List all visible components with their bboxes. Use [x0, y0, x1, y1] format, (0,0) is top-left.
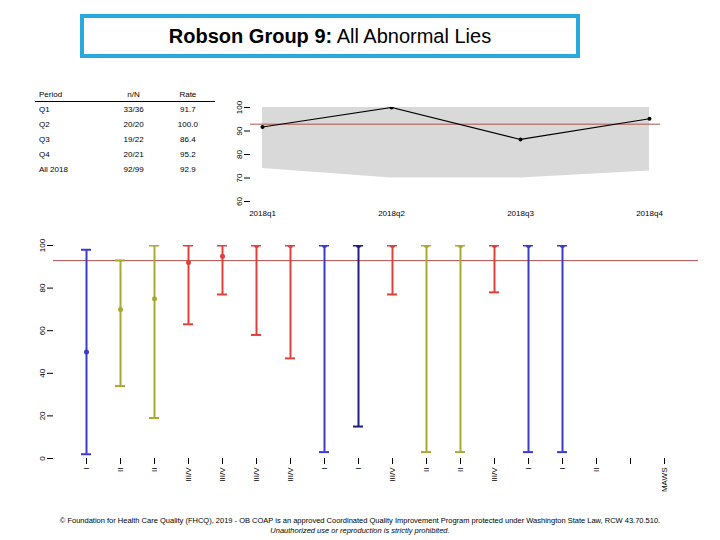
svg-text:II: II: [592, 468, 601, 472]
svg-text:60: 60: [38, 326, 47, 335]
svg-text:2018q1: 2018q1: [249, 209, 276, 218]
svg-text:90: 90: [235, 126, 244, 135]
svg-text:I: I: [524, 468, 533, 470]
svg-text:40: 40: [38, 368, 47, 377]
html-text:92.9: 92.9: [180, 165, 196, 174]
svg-text:II: II: [150, 468, 159, 472]
html-text:Unauthorized use or reproducti: Unauthorized use or reproduction is stri…: [270, 526, 450, 535]
svg-text:2018q2: 2018q2: [378, 209, 405, 218]
svg-text:0: 0: [38, 456, 47, 461]
svg-text:80: 80: [38, 283, 47, 292]
html-text:92/99: 92/99: [123, 165, 144, 174]
svg-text:II: II: [422, 468, 431, 472]
svg-text:100: 100: [38, 238, 47, 252]
html-text:100.0: 100.0: [177, 120, 198, 129]
svg-text:III/V: III/V: [490, 467, 499, 482]
svg-text:III/V: III/V: [184, 467, 193, 482]
html-text:Q4: Q4: [39, 150, 50, 159]
html-text:95.2: 95.2: [180, 150, 196, 159]
svg-text:100: 100: [235, 100, 244, 114]
svg-text:II: II: [456, 468, 465, 472]
html-text:Q3: Q3: [39, 135, 50, 144]
html-text:33/36: 33/36: [123, 105, 144, 114]
html-text:n/N: n/N: [127, 90, 140, 99]
svg-text:I: I: [320, 468, 329, 470]
svg-text:I: I: [354, 468, 363, 470]
html-text:All 2018: All 2018: [39, 165, 68, 174]
html-text:Rate: Rate: [179, 90, 197, 99]
svg-text:2018q4: 2018q4: [636, 209, 663, 218]
svg-text:MAWS: MAWS: [660, 468, 669, 493]
svg-text:80: 80: [235, 150, 244, 159]
html-text:91.7: 91.7: [180, 105, 196, 114]
svg-text:III/V: III/V: [218, 467, 227, 482]
svg-text:60: 60: [235, 197, 244, 206]
html-text:20/21: 20/21: [123, 150, 144, 159]
html-text:86.4: 86.4: [180, 135, 196, 144]
svg-text:I: I: [558, 468, 567, 470]
svg-text:III/V: III/V: [388, 467, 397, 482]
svg-text:2018q3: 2018q3: [507, 209, 534, 218]
html-text:19/22: 19/22: [123, 135, 144, 144]
svg-text:III/V: III/V: [252, 467, 261, 482]
svg-text:III/V: III/V: [286, 467, 295, 482]
svg-text:70: 70: [235, 173, 244, 182]
html-text:Q2: Q2: [39, 120, 50, 129]
svg-text:I: I: [82, 468, 91, 470]
html-text:Q1: Q1: [39, 105, 50, 114]
svg-text:20: 20: [38, 411, 47, 420]
html-text:20/20: 20/20: [123, 120, 144, 129]
html-text:© Foundation for Health Care Q: © Foundation for Health Care Quality (FH…: [59, 516, 661, 525]
svg-text:II: II: [116, 468, 125, 472]
html-text:Period: Period: [39, 90, 63, 99]
html-text:Robson Group 9: All Abnormal L: Robson Group 9: All Abnormal Lies: [168, 25, 492, 47]
